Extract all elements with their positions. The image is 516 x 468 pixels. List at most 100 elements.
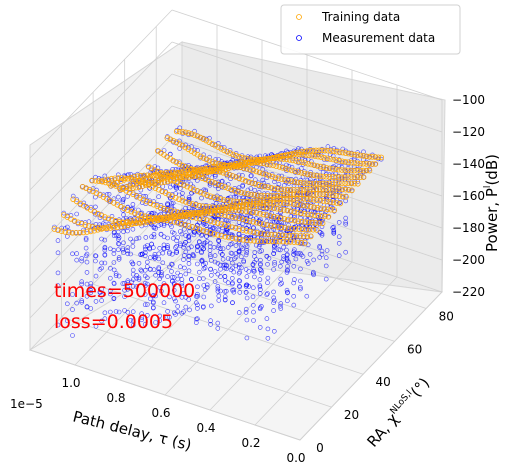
data-point-training	[78, 221, 85, 227]
data-point-training	[176, 128, 183, 135]
data-point-measurement	[174, 243, 179, 249]
data-point-training	[284, 216, 291, 223]
data-point-training	[345, 159, 352, 166]
data-point-measurement	[243, 252, 249, 258]
data-point-training	[279, 232, 286, 239]
data-point-measurement	[143, 250, 148, 255]
x-tick-label: 0.8	[106, 391, 125, 405]
data-point-training	[198, 209, 205, 216]
data-point-measurement	[259, 248, 265, 253]
data-point-measurement	[228, 242, 233, 247]
data-point-measurement	[102, 316, 108, 322]
grid-line-y	[92, 283, 364, 375]
data-point-training	[114, 224, 121, 231]
grid-line-z-back	[171, 41, 443, 133]
data-point-training	[251, 192, 258, 198]
data-point-measurement	[225, 256, 231, 261]
data-point-measurement	[174, 248, 179, 254]
data-point-measurement	[252, 268, 257, 274]
data-point-training	[257, 203, 263, 210]
data-point-training	[124, 184, 130, 190]
data-point-training	[145, 179, 152, 186]
data-point-training	[336, 157, 343, 164]
data-point-measurement	[81, 200, 87, 206]
data-point-measurement	[215, 271, 221, 277]
data-point-measurement	[278, 276, 284, 282]
data-point-training	[126, 185, 133, 192]
data-point-measurement	[65, 224, 70, 230]
data-point-measurement	[222, 182, 228, 188]
data-point-measurement	[171, 296, 177, 301]
data-point-measurement	[102, 260, 108, 266]
data-point-training	[120, 185, 127, 192]
data-point-training	[86, 223, 92, 229]
data-point-measurement	[74, 257, 79, 263]
grid-lines	[29, 9, 443, 441]
grid-line-x	[209, 261, 353, 411]
data-point-measurement	[277, 281, 283, 287]
data-point-measurement	[220, 246, 226, 251]
data-point-training	[292, 226, 299, 232]
data-point-measurement	[281, 253, 286, 259]
data-point-training	[253, 219, 260, 226]
data-point-measurement	[237, 278, 243, 284]
data-point-training	[259, 156, 266, 163]
data-point-training	[254, 230, 260, 236]
data-point-measurement	[173, 185, 179, 190]
data-point-measurement	[216, 238, 221, 243]
data-point-training	[179, 142, 186, 149]
data-point-measurement	[134, 275, 139, 281]
data-point-measurement	[204, 223, 209, 228]
data-point-measurement	[138, 267, 144, 273]
data-point-measurement	[265, 280, 270, 286]
data-point-training	[183, 199, 189, 205]
data-point-measurement	[257, 325, 263, 330]
data-point-measurement	[129, 279, 135, 285]
data-point-measurement	[285, 290, 290, 296]
data-point-training	[333, 200, 340, 206]
data-point-training	[90, 188, 96, 195]
data-point-training	[98, 178, 105, 185]
data-point-training	[284, 207, 291, 214]
data-point-training	[145, 163, 152, 170]
x-tick-label: 0.2	[241, 436, 260, 450]
data-point-training	[247, 198, 254, 205]
data-point-measurement	[319, 224, 325, 230]
data-point-training	[297, 202, 304, 208]
data-point-training	[323, 165, 330, 171]
data-point-training	[69, 230, 76, 236]
data-point-measurement	[201, 266, 207, 272]
data-point-training	[349, 187, 355, 194]
data-point-measurement	[264, 316, 270, 321]
grid-line-z-back	[171, 9, 443, 101]
data-point-training	[242, 155, 248, 162]
data-point-training	[180, 174, 186, 181]
data-point-measurement	[257, 284, 263, 290]
data-point-training	[375, 154, 382, 161]
data-point-measurement	[231, 269, 237, 275]
data-point-training	[335, 174, 342, 181]
data-point-training	[118, 178, 124, 185]
data-point-training	[307, 172, 314, 178]
data-point-training	[316, 147, 322, 154]
data-point-measurement	[216, 179, 221, 185]
data-point-training	[333, 157, 340, 163]
data-point-measurement	[161, 223, 167, 228]
data-point-training	[280, 200, 287, 206]
data-point-training	[363, 167, 370, 174]
data-point-measurement	[173, 312, 178, 317]
data-point-training	[271, 185, 278, 192]
data-point-training	[213, 168, 220, 174]
data-point-measurement	[93, 174, 98, 180]
data-point-measurement	[244, 295, 250, 301]
data-point-training	[304, 203, 311, 209]
data-point-measurement	[79, 279, 84, 285]
data-point-measurement	[201, 294, 207, 300]
data-point-measurement	[125, 309, 131, 315]
data-point-training	[254, 192, 261, 199]
data-point-training	[158, 150, 164, 156]
data-point-measurement	[319, 209, 324, 215]
data-point-training	[173, 128, 180, 135]
data-point-training	[164, 172, 171, 179]
data-point-training	[251, 156, 257, 163]
